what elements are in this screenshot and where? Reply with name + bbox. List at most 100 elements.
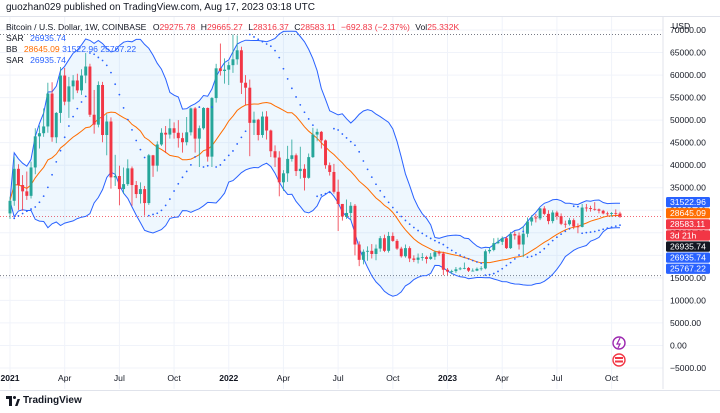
price-chart[interactable]: USD 70000.00 65000.00 60000.00 55000.00 5000…	[0, 17, 720, 389]
x-tick-label: Apr	[496, 373, 510, 383]
sar-dot	[51, 173, 53, 176]
sar-dot	[568, 227, 571, 230]
sar-dot	[72, 115, 75, 118]
sar-dot	[257, 38, 260, 41]
candle-body	[172, 128, 176, 133]
candle-body	[164, 132, 168, 135]
sar-dot	[118, 93, 121, 96]
y-tick-label: −5000.00	[670, 363, 706, 373]
sar-dot	[34, 206, 37, 208]
sar-dot	[63, 136, 66, 139]
candle-body	[218, 68, 222, 72]
candle-body	[113, 176, 117, 178]
candle-body	[21, 185, 25, 192]
sar-dot	[446, 246, 449, 249]
candle-body	[29, 167, 33, 196]
x-tick-label: Jul	[114, 373, 125, 383]
sar-dot	[572, 205, 575, 208]
sar-dot	[547, 243, 550, 246]
y-tick-label: 40000.00	[670, 160, 706, 170]
candle-body	[109, 121, 113, 178]
candle-body	[589, 208, 593, 209]
sar-dot	[299, 104, 302, 106]
candle-body	[189, 108, 193, 133]
sar-dot	[589, 231, 592, 233]
sar-dot	[227, 154, 230, 157]
candle-body	[513, 234, 517, 236]
candle-body	[290, 155, 294, 159]
sar-dot	[442, 243, 445, 246]
sar-dot	[450, 249, 453, 252]
sar-dot	[211, 106, 213, 108]
bb-basis-line	[9, 101, 621, 264]
sar-dot	[320, 194, 323, 196]
sar-dot	[328, 191, 331, 194]
price-tag-label: 26935.74	[670, 241, 706, 251]
sar-dot	[581, 232, 584, 235]
candle-body	[210, 98, 214, 157]
candle-body	[54, 112, 58, 138]
sar-dot	[551, 239, 554, 242]
symbol-title: Bitcoin / U.S. Dollar, 1W, COINBASE	[6, 22, 147, 32]
sar-dot	[362, 160, 365, 162]
price-tag-label: 31522.96	[670, 197, 706, 207]
sar-dot	[501, 267, 504, 270]
candle-body	[147, 155, 151, 204]
candle-body	[387, 235, 391, 251]
sar-dot	[324, 192, 327, 195]
economic-event-icon[interactable]	[612, 353, 626, 367]
sar-dot	[139, 148, 142, 151]
candle-body	[576, 226, 580, 228]
candle-body	[227, 65, 231, 70]
candle-body	[559, 216, 563, 224]
sar-dot	[269, 45, 272, 48]
y-tick-label: 10000.00	[670, 295, 706, 305]
sar-dot	[21, 212, 24, 215]
candle-body	[181, 138, 184, 143]
bb-basis-value: 28645.09	[23, 44, 60, 54]
candle-body	[601, 210, 605, 214]
sar-dot	[206, 164, 209, 167]
candle-body	[370, 250, 374, 254]
candle-body	[492, 243, 496, 250]
sar-dot	[30, 208, 32, 210]
candle-body	[547, 213, 550, 222]
sar-dot	[345, 137, 348, 139]
candle-body	[67, 86, 71, 102]
sar-dot	[215, 166, 218, 168]
sar-dot	[290, 87, 293, 90]
sar-dot	[164, 204, 167, 207]
side-icons	[612, 336, 626, 367]
candle-body	[294, 155, 298, 172]
sar-dot	[46, 186, 49, 189]
sar-dot	[467, 258, 470, 260]
tradingview-logo-icon	[6, 396, 20, 406]
candle-body	[75, 80, 79, 91]
candle-body	[580, 207, 584, 227]
sar-dot	[370, 176, 373, 179]
candle-body	[521, 233, 525, 245]
price-tag	[666, 241, 710, 252]
candle-body	[168, 128, 172, 135]
volume-key: Vol	[415, 22, 428, 32]
sar-dot	[198, 106, 201, 108]
sar-dot	[614, 225, 617, 228]
sar-dot	[534, 253, 537, 256]
sar-dot	[194, 155, 197, 158]
sar-dot	[131, 128, 133, 131]
candle-body	[551, 212, 555, 222]
dividend-icon[interactable]	[612, 336, 626, 350]
sar-dot	[555, 236, 558, 239]
sar-dot	[610, 226, 613, 229]
bb-fill	[10, 31, 620, 297]
x-tick-labels: 2021 Apr Jul Oct 2022 Apr Jul Oct 2023 Apr Jul Oct	[0, 373, 618, 383]
sar-dot	[89, 52, 91, 54]
candle-body	[265, 116, 269, 131]
candle-body	[572, 220, 576, 227]
price-tag	[666, 208, 710, 219]
sar-dot	[42, 195, 45, 198]
bb-upper-line	[9, 30, 620, 249]
candle-body	[353, 205, 357, 245]
sar-row-1: SAR 26935.74	[6, 33, 462, 44]
